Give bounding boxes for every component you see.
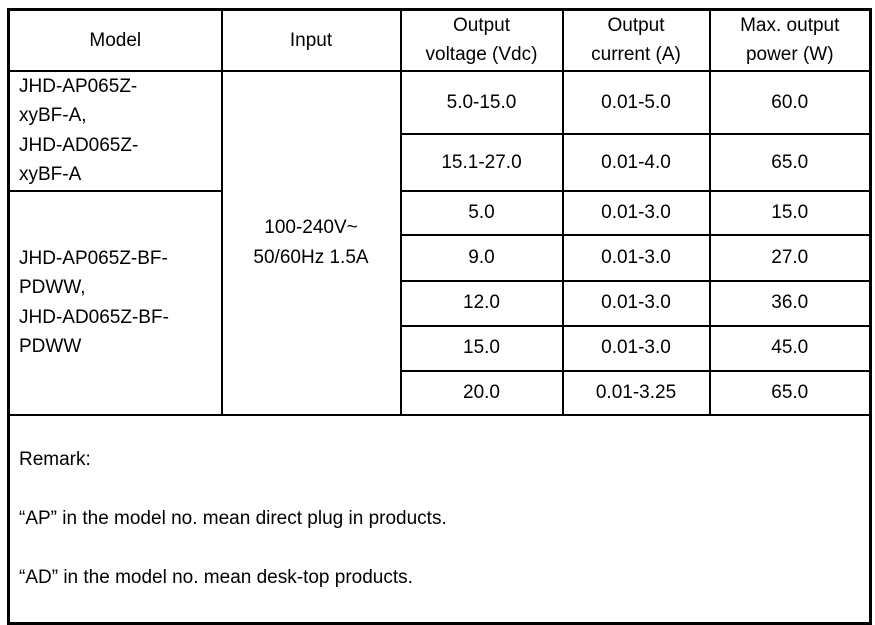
cell-voltage: 15.0 bbox=[399, 324, 564, 372]
cell-power: 65.0 bbox=[708, 369, 872, 416]
model-group-xybf: JHD-AP065Z- xyBF-A, JHD-AD065Z- xyBF-A bbox=[7, 69, 223, 192]
header-output-voltage: Output voltage (Vdc) bbox=[399, 8, 564, 72]
table-row: 12.0 0.01-3.0 36.0 bbox=[9, 279, 872, 327]
cell-power: 60.0 bbox=[708, 69, 872, 135]
cell-current: 0.01-3.0 bbox=[561, 189, 711, 236]
cell-voltage: 20.0 bbox=[399, 369, 564, 416]
cell-power: 27.0 bbox=[708, 233, 872, 282]
cell-current: 0.01-5.0 bbox=[561, 69, 711, 135]
model-group-pdww: JHD-AP065Z-BF- PDWW, JHD-AD065Z-BF- PDWW bbox=[7, 189, 223, 416]
cell-voltage: 5.0-15.0 bbox=[399, 69, 564, 135]
remark-cell: Remark: “AP” in the model no. mean direc… bbox=[7, 413, 872, 625]
remark-title: Remark: bbox=[19, 449, 91, 471]
cell-current: 0.01-4.0 bbox=[561, 132, 711, 192]
remark-row: Remark: “AP” in the model no. mean direc… bbox=[7, 413, 872, 625]
table-row: 20.0 0.01-3.25 65.0 bbox=[9, 369, 872, 416]
cell-current: 0.01-3.0 bbox=[561, 324, 711, 372]
cell-voltage: 9.0 bbox=[399, 233, 564, 282]
remark-line-ad: “AD” in the model no. mean desk-top prod… bbox=[19, 566, 413, 588]
cell-current: 0.01-3.0 bbox=[561, 279, 711, 327]
header-input: Input bbox=[220, 8, 402, 72]
table-row: JHD-AP065Z-BF- PDWW, JHD-AD065Z-BF- PDWW… bbox=[7, 189, 872, 416]
table-row: 9.0 0.01-3.0 27.0 bbox=[9, 233, 872, 282]
spec-table: Model Input Output voltage (Vdc) Output … bbox=[7, 8, 872, 625]
cell-voltage: 12.0 bbox=[399, 279, 564, 327]
cell-voltage: 15.1-27.0 bbox=[399, 132, 564, 192]
cell-power: 45.0 bbox=[708, 324, 872, 372]
table-row: JHD-AP065Z- xyBF-A, JHD-AD065Z- xyBF-A 1… bbox=[7, 69, 872, 416]
header-model: Model bbox=[7, 8, 223, 72]
table-row: 15.0 0.01-3.0 45.0 bbox=[9, 324, 872, 372]
table-row: 15.1-27.0 0.01-4.0 65.0 bbox=[9, 132, 872, 192]
remark-line-ap: “AP” in the model no. mean direct plug i… bbox=[19, 507, 447, 529]
cell-power: 15.0 bbox=[708, 189, 872, 236]
cell-current: 0.01-3.0 bbox=[561, 233, 711, 282]
cell-power: 36.0 bbox=[708, 279, 872, 327]
cell-voltage: 5.0 bbox=[399, 189, 564, 236]
cell-power: 65.0 bbox=[708, 132, 872, 192]
header-row: Model Input Output voltage (Vdc) Output … bbox=[7, 8, 872, 72]
input-value-cell: 100-240V~ 50/60Hz 1.5A bbox=[220, 69, 402, 416]
header-output-current: Output current (A) bbox=[561, 8, 711, 72]
cell-current: 0.01-3.25 bbox=[561, 369, 711, 416]
header-max-output-power: Max. output power (W) bbox=[708, 8, 872, 72]
